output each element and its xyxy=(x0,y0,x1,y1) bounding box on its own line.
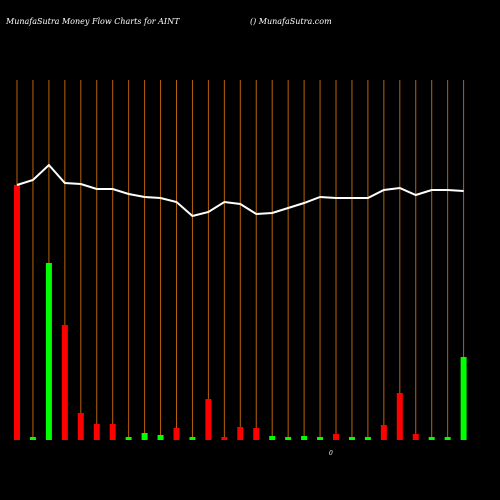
bar xyxy=(269,436,276,440)
bar xyxy=(317,437,324,440)
money-flow-line xyxy=(16,163,464,218)
bar xyxy=(221,437,228,440)
bar xyxy=(205,399,212,440)
bar xyxy=(125,437,132,440)
bar xyxy=(189,437,196,440)
bar xyxy=(428,437,435,440)
bar xyxy=(253,428,260,440)
bar xyxy=(444,437,451,440)
bar xyxy=(77,413,84,440)
bar xyxy=(109,424,116,440)
bar xyxy=(285,437,292,440)
bar xyxy=(157,435,164,440)
bar xyxy=(29,437,36,440)
bar xyxy=(61,325,68,440)
bar xyxy=(237,427,244,440)
annotation: 0 xyxy=(329,450,333,457)
chart-subtitle: () MunafaSutra.com xyxy=(250,17,332,26)
chart-title: MunafaSutra Money Flow Charts for AINT xyxy=(5,17,180,26)
bar xyxy=(14,185,20,440)
bar xyxy=(348,437,355,440)
bar xyxy=(460,357,467,440)
bar xyxy=(173,428,180,440)
bar xyxy=(380,425,387,440)
bar xyxy=(412,434,419,440)
bar xyxy=(93,424,100,440)
bar xyxy=(45,263,52,440)
bar xyxy=(301,436,308,440)
bar xyxy=(141,433,148,440)
bar xyxy=(333,434,339,440)
bar xyxy=(364,437,371,440)
bar xyxy=(396,393,403,440)
